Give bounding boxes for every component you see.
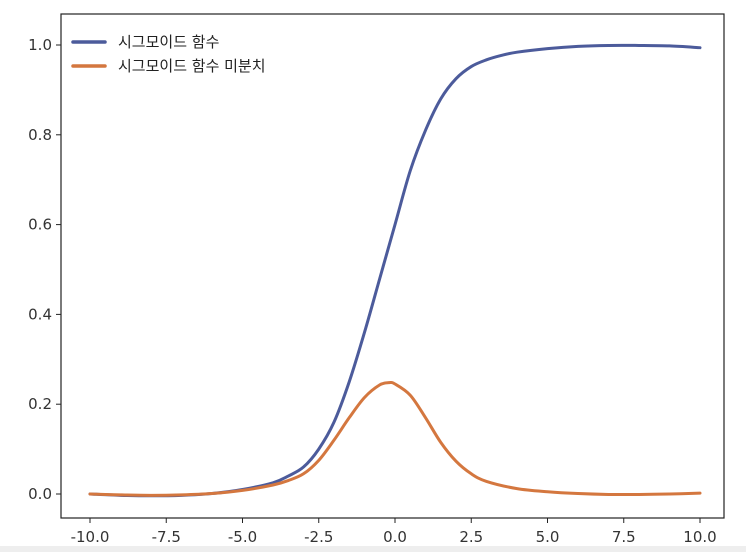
x-tick-label: 0.0 (383, 528, 407, 546)
x-tick-label: -10.0 (71, 528, 110, 546)
y-tick-label: 0.8 (28, 126, 52, 144)
x-tick-label: -5.0 (228, 528, 257, 546)
y-tick-label: 0.0 (28, 485, 52, 503)
axes: -10.0 -7.5 -5.0 -2.5 0.0 2.5 5.0 7.5 10.0 0.0 0.2 0… (28, 13, 725, 546)
x-tick-label: 2.5 (459, 528, 483, 546)
x-tick-label: 7.5 (612, 528, 636, 546)
legend-label-1: 시그모이드 함수 (118, 33, 219, 51)
y-tick-label: 1.0 (28, 36, 52, 54)
plot-frame (60, 13, 725, 519)
x-tick-label: 5.0 (536, 528, 560, 546)
x-tick-label: 10.0 (683, 528, 716, 546)
y-tick-label: 0.2 (28, 395, 52, 413)
series-line-2 (88, 380, 702, 497)
y-tick-label: 0.6 (28, 216, 52, 234)
bottom-strip (0, 546, 746, 552)
x-tick-label: -2.5 (304, 528, 333, 546)
series-line-1 (88, 43, 702, 498)
series-lines (88, 43, 702, 498)
x-tick-label: -7.5 (152, 528, 181, 546)
legend-label-2: 시그모이드 함수 미분치 (118, 57, 266, 75)
y-tick-label: 0.4 (28, 305, 52, 323)
